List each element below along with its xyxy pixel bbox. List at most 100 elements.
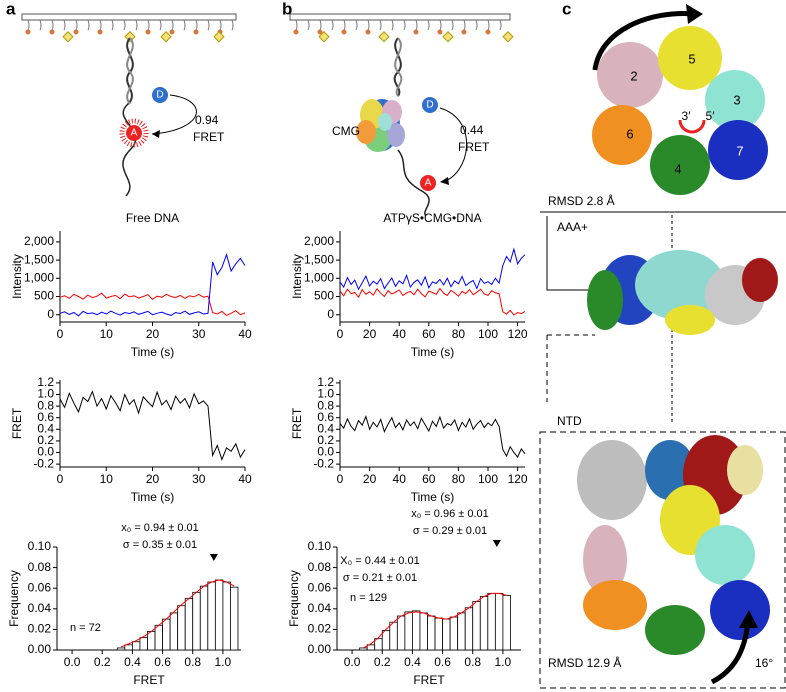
annotation: x₀ = 0.96 ± 0.01 <box>411 508 489 520</box>
y-tick-label: 0.6 <box>317 410 334 424</box>
y-tick-label: 0.06 <box>308 580 332 594</box>
series-line <box>59 292 246 316</box>
bar <box>396 615 406 651</box>
x-tick-label: 1.0 <box>495 655 512 669</box>
peak-marker <box>209 554 218 561</box>
acceptor-label: A <box>131 128 138 139</box>
annotation: n = 72 <box>70 622 101 634</box>
fit-curve <box>120 579 235 648</box>
x-tick-label: 0 <box>337 472 344 486</box>
bar <box>124 644 133 651</box>
y-tick-label: 0.06 <box>28 580 52 594</box>
x-tick-label: 40 <box>393 327 407 341</box>
y-tick-label: 0.02 <box>28 622 52 636</box>
x-tick-label: 80 <box>452 327 466 341</box>
annotation: σ = 0.21 ± 0.01 <box>343 572 417 584</box>
y-axis-label: Intensity <box>10 254 24 299</box>
x-tick-label: 10 <box>100 472 114 486</box>
bar <box>404 611 413 651</box>
x-tick-label: 0.2 <box>374 655 391 669</box>
y-tick-label: 500 <box>34 289 54 303</box>
series-line <box>59 390 246 461</box>
y-axis-label: Intensity <box>290 254 304 299</box>
x-tick-label: 0 <box>57 472 64 486</box>
x-tick-label: 0.0 <box>344 655 361 669</box>
y-tick-label: 2,000 <box>24 234 54 248</box>
y-tick-label: 0.00 <box>308 642 332 656</box>
bar <box>427 615 436 651</box>
y-tick-label: 500 <box>314 289 334 303</box>
bar <box>487 592 496 651</box>
bar <box>412 610 421 651</box>
x-axis-label: Time (s) <box>411 490 455 504</box>
y-tick-label: 0.2 <box>37 433 54 447</box>
series-line <box>339 415 526 459</box>
bar <box>502 595 511 651</box>
structure-c: 2 5 3 6 7 4 3′ 5′ RMSD 2.8 Å AAA+ NTD RM… <box>539 4 786 689</box>
subunit-label: 2 <box>630 68 637 83</box>
x-tick-label: 80 <box>452 472 466 486</box>
x-tick-label: 0.8 <box>184 655 201 669</box>
bar <box>472 601 481 651</box>
y-tick-label: 0 <box>327 307 334 321</box>
bar <box>230 586 239 651</box>
bar <box>169 612 179 651</box>
y-tick-label: 1,000 <box>304 270 334 284</box>
y-axis-label: Frequency <box>287 570 301 627</box>
annotation: x₀ = 0.94 ± 0.01 <box>121 522 199 534</box>
x-tick-label: 30 <box>192 472 206 486</box>
x-tick-label: 0 <box>337 327 344 341</box>
x-tick-label: 0.2 <box>94 655 111 669</box>
rmsd-label: RMSD 12.9 Å <box>548 655 621 670</box>
subunit-label: 6 <box>626 126 633 141</box>
bar <box>434 617 443 651</box>
annotation: X₀ = 0.44 ± 0.01 <box>340 555 419 567</box>
bar <box>139 637 148 651</box>
x-tick-label: 20 <box>363 472 377 486</box>
bar <box>359 647 368 651</box>
x-tick-label: 60 <box>422 327 436 341</box>
bar <box>132 641 141 651</box>
y-tick-label: 0.04 <box>308 601 332 615</box>
annotation: σ = 0.29 ± 0.01 <box>413 525 487 537</box>
strand-label: 5′ <box>706 109 716 123</box>
rotation-label: 16° <box>755 656 773 670</box>
bar <box>479 596 489 651</box>
fret-label: FRET <box>458 140 490 154</box>
x-tick-label: 30 <box>192 327 206 341</box>
y-tick-label: 0.0 <box>37 445 54 459</box>
y-tick-label: -0.2 <box>33 456 54 470</box>
bar <box>389 621 398 651</box>
y-tick-label: 0.08 <box>308 560 332 574</box>
bar <box>449 616 459 651</box>
y-axis-label: FRET <box>290 407 304 439</box>
y-tick-label: 2,000 <box>304 234 334 248</box>
rmsd-label: RMSD 2.8 Å <box>548 193 615 208</box>
x-axis-label: Time (s) <box>131 490 175 504</box>
x-axis-label: Time (s) <box>131 345 175 359</box>
domain-label: NTD <box>557 414 582 428</box>
x-tick-label: 20 <box>146 327 160 341</box>
bar <box>464 607 474 651</box>
annotation: σ = 0.35 ± 0.01 <box>123 539 197 551</box>
bar <box>162 618 171 651</box>
x-tick-label: 0.6 <box>434 655 451 669</box>
y-tick-label: 0.8 <box>317 398 334 412</box>
chart-title: Free DNA <box>126 211 179 225</box>
subunit-label: 3 <box>733 92 740 107</box>
y-tick-label: 1.2 <box>317 375 334 389</box>
bar <box>184 598 194 651</box>
subunit-label: 5 <box>688 51 695 66</box>
annotation: n = 129 <box>350 592 387 604</box>
x-tick-label: 120 <box>508 327 528 341</box>
y-tick-label: 0 <box>47 307 54 321</box>
panel-label: c <box>562 0 571 18</box>
fret-label: FRET <box>193 130 225 144</box>
y-tick-label: -0.2 <box>313 456 334 470</box>
y-axis-label: FRET <box>10 407 24 439</box>
x-tick-label: 40 <box>238 472 252 486</box>
panel-label: a <box>6 0 16 18</box>
y-tick-label: 0.02 <box>308 622 332 636</box>
subunit-label: 7 <box>736 143 743 158</box>
subunit-label: 4 <box>674 161 681 176</box>
